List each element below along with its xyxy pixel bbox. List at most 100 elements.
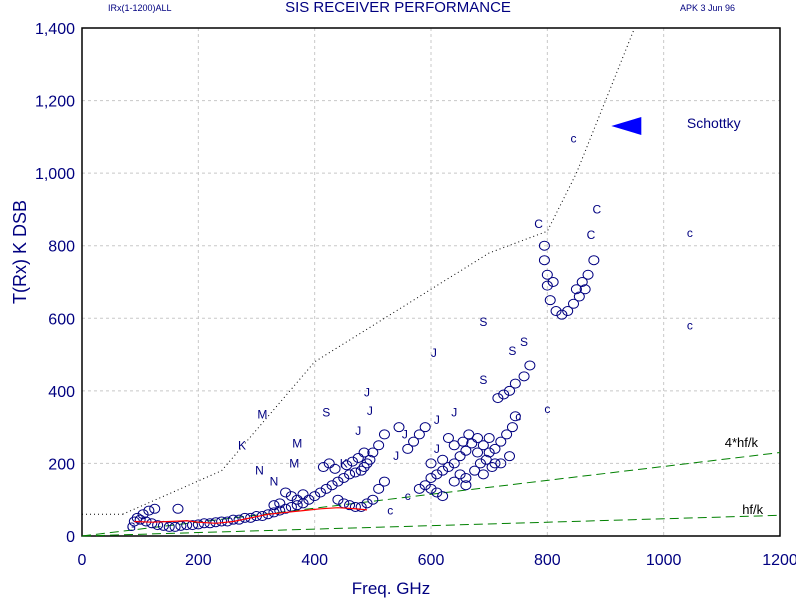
- y-tick-label: 400: [48, 384, 75, 401]
- data-point-circle: [550, 306, 562, 317]
- y-tick-label: 1,000: [35, 166, 75, 183]
- data-point-circle: [317, 462, 329, 473]
- data-point-label: C: [534, 217, 543, 231]
- data-point-label: c: [515, 409, 521, 423]
- data-point-circle: [378, 476, 390, 487]
- data-point-circle: [483, 433, 495, 444]
- data-point-circle: [323, 458, 335, 469]
- data-point-label: M: [289, 456, 299, 470]
- data-point-circle: [245, 512, 257, 523]
- data-point-circle: [355, 501, 367, 512]
- data-point-label: J: [451, 406, 457, 420]
- data-point-circle: [570, 284, 582, 295]
- data-point-circle: [326, 480, 338, 491]
- data-point-circle: [492, 393, 504, 404]
- data-point-circle: [524, 360, 536, 371]
- annotation-hfk: hf/k: [742, 502, 763, 517]
- data-point-label: J: [364, 386, 370, 400]
- data-point-label: S: [322, 406, 330, 420]
- data-point-circle: [349, 467, 361, 478]
- data-point-circle: [378, 429, 390, 440]
- data-point-circle: [393, 422, 405, 433]
- data-point-circle: [274, 498, 286, 509]
- data-point-circle: [425, 483, 437, 494]
- data-point-circle: [149, 503, 161, 514]
- data-point-circle: [477, 440, 489, 451]
- data-point-circle: [216, 516, 228, 527]
- data-point-circle: [329, 463, 341, 474]
- data-point-circle: [442, 433, 454, 444]
- data-point-label: S: [520, 335, 528, 349]
- data-point-label: c: [387, 504, 393, 518]
- data-point-circle: [538, 240, 550, 251]
- data-point-circle: [573, 291, 585, 302]
- data-point-label: M: [292, 436, 302, 450]
- data-point-circle: [268, 500, 280, 511]
- data-point-circle: [146, 518, 158, 529]
- data-point-circle: [495, 458, 507, 469]
- data-point-circle: [413, 429, 425, 440]
- header-date-label: APK 3 Jun 96: [680, 3, 736, 13]
- data-point-circle: [466, 438, 478, 449]
- data-point-circle: [460, 472, 472, 483]
- data-point-circle: [413, 483, 425, 494]
- data-point-circle: [285, 491, 297, 502]
- data-point-circle: [579, 284, 591, 295]
- data-point-circle: [504, 385, 516, 396]
- data-point-circle: [355, 465, 367, 476]
- data-point-label: N: [255, 464, 264, 478]
- data-point-circle: [349, 501, 361, 512]
- y-tick-label: 1,400: [35, 21, 75, 38]
- data-point-label: c: [405, 489, 411, 503]
- data-point-circle: [541, 269, 553, 280]
- data-point-label: c: [571, 132, 577, 146]
- x-tick-label: 400: [301, 552, 328, 569]
- data-point-circle: [291, 500, 303, 511]
- series-line-1: [81, 452, 781, 537]
- data-point-circle: [437, 465, 449, 476]
- x-tick-label: 0: [78, 552, 87, 569]
- header-left-label: IRx(1-1200)ALL: [108, 3, 172, 13]
- data-point-label: J: [431, 346, 437, 360]
- series-line-0: [122, 27, 636, 515]
- data-point-circle: [367, 494, 379, 505]
- data-point-label: c: [687, 319, 693, 333]
- data-point-circle: [556, 309, 568, 320]
- data-point-circle: [472, 447, 484, 458]
- data-point-circle: [460, 480, 472, 491]
- data-point-circle: [163, 521, 175, 532]
- data-point-circle: [495, 436, 507, 447]
- data-point-circle: [489, 443, 501, 454]
- data-point-circle: [425, 472, 437, 483]
- data-point-label: K: [340, 456, 348, 470]
- data-point-label: K: [238, 438, 246, 452]
- schottky-marker: [611, 116, 642, 135]
- data-point-circle: [352, 452, 364, 463]
- data-point-circle: [344, 500, 356, 511]
- data-point-circle: [152, 520, 164, 531]
- data-point-circle: [460, 445, 472, 456]
- data-point-circle: [463, 429, 475, 440]
- data-point-circle: [134, 514, 146, 525]
- data-point-circle: [437, 454, 449, 465]
- y-tick-label: 600: [48, 311, 75, 328]
- series-line-2: [81, 514, 781, 537]
- data-point-circle: [419, 480, 431, 491]
- x-tick-label: 1000: [646, 552, 682, 569]
- data-point-circle: [454, 451, 466, 462]
- data-point-circle: [448, 458, 460, 469]
- data-point-label: N: [270, 475, 279, 489]
- data-point-circle: [483, 447, 495, 458]
- data-point-circle: [448, 476, 460, 487]
- data-point-circle: [320, 483, 332, 494]
- data-point-circle: [358, 447, 370, 458]
- data-point-circle: [137, 509, 149, 520]
- data-point-circle: [431, 469, 443, 480]
- data-point-label: J: [434, 442, 440, 456]
- chart-title: SIS RECEIVER PERFORMANCE: [285, 0, 511, 16]
- data-point-label: c: [687, 226, 693, 240]
- data-point-circle: [437, 491, 449, 502]
- data-point-circle: [518, 371, 530, 382]
- data-point-circle: [474, 458, 486, 469]
